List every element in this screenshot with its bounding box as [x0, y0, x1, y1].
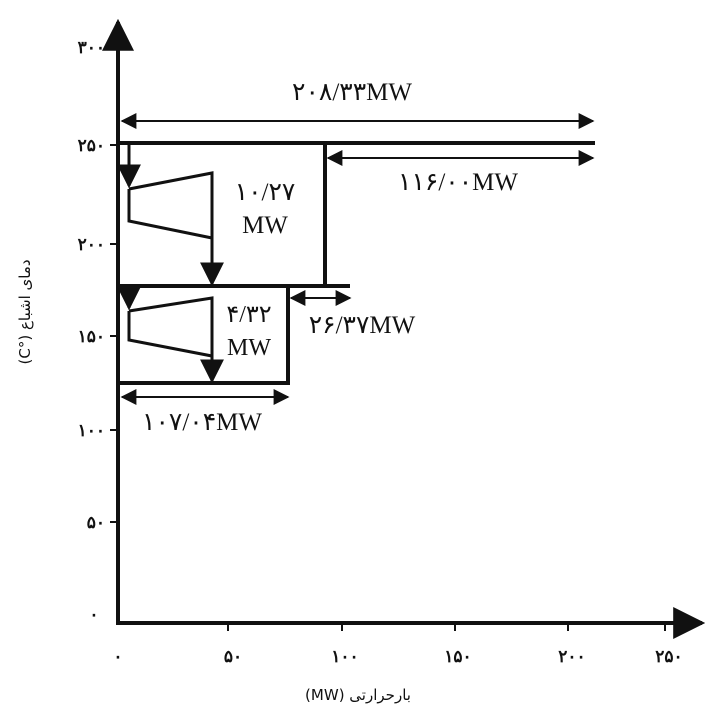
- lower-turbine-number: ۴/۳۲: [226, 302, 271, 328]
- x-tick-label-50: ۵۰: [224, 647, 242, 667]
- y-ticks: [110, 46, 118, 523]
- y-tick-label-250: ۲۵۰: [78, 136, 105, 156]
- upper-turbine-shape: [127, 171, 214, 240]
- lower-turbine-unit: MW: [227, 335, 271, 361]
- x-tick-label-150: ۱۵۰: [444, 647, 471, 667]
- x-axis-title: بارحرارتی (MW): [305, 686, 411, 704]
- y-tick-label-300: ۳۰۰: [78, 38, 105, 58]
- x-tick-label-100: ۱۰۰: [331, 647, 358, 667]
- y-tick-label-0: ۰: [89, 605, 98, 625]
- upper-right-label: ۱۱۶/۰۰MW: [398, 169, 518, 196]
- upper-turbine-unit: MW: [242, 212, 288, 239]
- x-ticks: [227, 623, 666, 631]
- x-tick-label-200: ۲۰۰: [558, 647, 585, 667]
- total-span-label: ۲۰۸/۳۳MW: [292, 79, 412, 106]
- x-tick-label-0: ۰: [113, 647, 122, 667]
- lower-span-label: ۱۰۷/۰۴MW: [142, 409, 262, 436]
- y-tick-label-50: ۵۰: [87, 513, 105, 533]
- mid-gap-label: ۲۶/۳۷MW: [309, 312, 416, 339]
- y-tick-label-200: ۲۰۰: [78, 235, 105, 255]
- x-tick-label-250: ۲۵۰: [655, 647, 682, 667]
- y-tick-label-100: ۱۰۰: [78, 421, 105, 441]
- lower-turbine-shape: [127, 296, 214, 358]
- y-axis-title: دمای اشباع (°C): [16, 259, 34, 364]
- y-tick-label-150: ۱۵۰: [78, 327, 105, 347]
- upper-turbine-number: ۱۰/۲۷: [235, 179, 296, 206]
